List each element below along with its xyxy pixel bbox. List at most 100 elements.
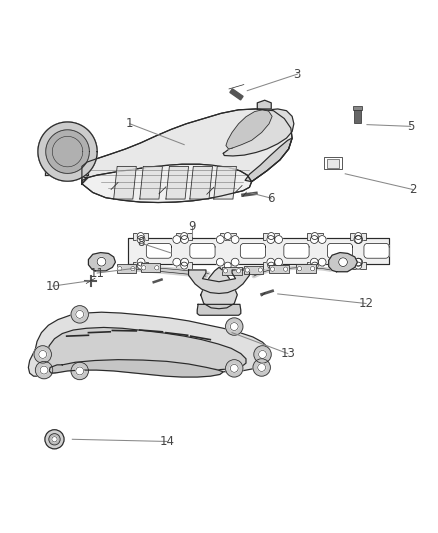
Text: 9: 9 <box>188 220 196 233</box>
Polygon shape <box>45 132 88 175</box>
Circle shape <box>226 318 243 335</box>
Circle shape <box>76 367 84 375</box>
Polygon shape <box>28 312 269 376</box>
Circle shape <box>117 266 122 271</box>
Text: 10: 10 <box>45 280 60 293</box>
Circle shape <box>354 236 362 244</box>
Polygon shape <box>52 136 83 167</box>
Polygon shape <box>40 327 246 373</box>
Bar <box>263 262 279 269</box>
Circle shape <box>354 258 362 266</box>
Polygon shape <box>190 244 215 258</box>
Circle shape <box>311 236 318 244</box>
Bar <box>307 262 322 269</box>
Circle shape <box>224 232 231 239</box>
Text: 13: 13 <box>280 347 295 360</box>
Bar <box>230 89 243 100</box>
Bar <box>133 262 148 269</box>
Circle shape <box>254 346 271 363</box>
Circle shape <box>267 236 275 244</box>
Polygon shape <box>257 100 271 109</box>
Circle shape <box>137 262 144 269</box>
Polygon shape <box>81 109 292 182</box>
Circle shape <box>355 262 362 269</box>
Bar <box>177 262 192 269</box>
Polygon shape <box>140 166 162 199</box>
Text: 11: 11 <box>90 266 105 279</box>
Circle shape <box>318 258 326 266</box>
Bar <box>324 157 342 169</box>
Circle shape <box>71 305 88 323</box>
Bar <box>327 159 339 168</box>
Bar <box>177 232 192 239</box>
Bar <box>220 262 236 269</box>
Text: 5: 5 <box>407 120 414 133</box>
Polygon shape <box>284 244 309 258</box>
Bar <box>263 232 279 239</box>
Polygon shape <box>38 122 97 181</box>
Circle shape <box>52 437 57 442</box>
Circle shape <box>267 258 275 266</box>
Circle shape <box>137 232 144 239</box>
Circle shape <box>297 266 302 271</box>
Circle shape <box>49 434 60 445</box>
Text: 14: 14 <box>159 435 174 448</box>
Circle shape <box>173 236 181 244</box>
Text: 6: 6 <box>268 192 275 205</box>
Circle shape <box>141 265 146 270</box>
Bar <box>297 264 316 273</box>
Polygon shape <box>327 244 353 258</box>
Circle shape <box>137 258 145 266</box>
Circle shape <box>245 268 250 272</box>
Polygon shape <box>188 270 250 294</box>
Circle shape <box>311 258 318 266</box>
Text: 1: 1 <box>126 117 134 130</box>
Polygon shape <box>114 166 136 199</box>
Bar <box>269 265 289 273</box>
Text: 8: 8 <box>137 237 145 249</box>
Bar <box>223 266 242 275</box>
Circle shape <box>76 310 84 318</box>
Circle shape <box>275 258 283 266</box>
Circle shape <box>268 232 275 239</box>
Polygon shape <box>245 138 292 182</box>
Circle shape <box>45 430 64 449</box>
Polygon shape <box>82 162 87 184</box>
Circle shape <box>355 258 363 266</box>
Circle shape <box>275 236 283 244</box>
Polygon shape <box>201 268 237 309</box>
Circle shape <box>35 361 53 379</box>
Circle shape <box>230 365 238 372</box>
Polygon shape <box>46 130 89 173</box>
Circle shape <box>34 346 51 363</box>
Bar <box>350 232 366 239</box>
Polygon shape <box>38 122 97 181</box>
Polygon shape <box>49 360 223 377</box>
Circle shape <box>224 262 231 269</box>
Circle shape <box>223 269 228 273</box>
Polygon shape <box>364 244 389 258</box>
Circle shape <box>181 236 188 244</box>
Circle shape <box>258 364 265 372</box>
Circle shape <box>230 322 238 330</box>
Circle shape <box>71 362 88 379</box>
Circle shape <box>40 366 48 374</box>
Circle shape <box>311 266 315 271</box>
Circle shape <box>181 258 188 266</box>
Polygon shape <box>88 253 116 271</box>
Bar <box>353 107 362 110</box>
Bar <box>220 232 236 239</box>
Circle shape <box>181 262 187 269</box>
Bar <box>350 262 366 269</box>
Bar <box>141 263 160 272</box>
Circle shape <box>237 269 241 273</box>
Circle shape <box>137 236 145 244</box>
Circle shape <box>283 267 288 271</box>
Circle shape <box>181 232 187 239</box>
Polygon shape <box>197 304 241 315</box>
Bar <box>133 232 148 239</box>
Polygon shape <box>146 244 172 258</box>
Circle shape <box>318 236 326 244</box>
Bar <box>354 109 361 123</box>
Circle shape <box>258 351 266 358</box>
